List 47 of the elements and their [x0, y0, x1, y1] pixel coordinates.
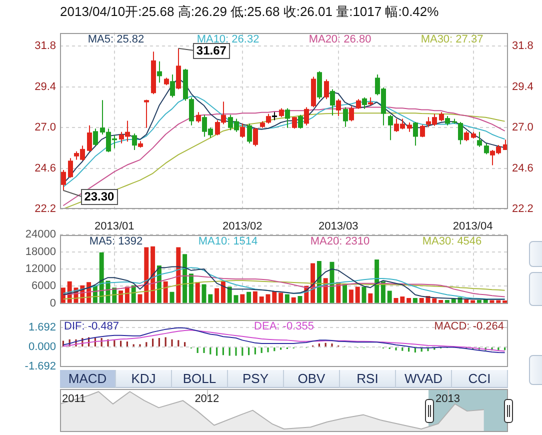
tab: PSY — [228, 370, 284, 388]
y2-tick-label: 24.6 — [512, 162, 534, 174]
text: MA20: 2310 — [310, 236, 370, 248]
series-label: DEA: -0.355 — [254, 320, 314, 333]
x-tick-label: 2013/01 — [94, 220, 134, 233]
tab: OBV — [284, 370, 340, 388]
x-tick-label: 2013 — [436, 393, 460, 406]
x-tick-label: 2013/04 — [452, 220, 493, 233]
y-tick-label: 12000 — [25, 263, 56, 276]
y2-tick-label: 31.8 — [512, 40, 534, 52]
tab: BOLL — [172, 370, 228, 388]
y-tick-label: 0.000 — [28, 341, 56, 354]
tab: WVAD — [396, 370, 452, 388]
text: MA20: 26.80 — [308, 34, 372, 46]
series-label: MACD: -0.264 — [434, 320, 504, 333]
y-tick-label: 0 — [50, 297, 56, 310]
y2-tick-label: 27.0 — [512, 122, 534, 134]
y-tick-label: 22.2 — [34, 203, 56, 216]
y-tick-label: 31.8 — [34, 40, 56, 52]
text: MA30: 27.37 — [420, 34, 484, 46]
text: MA30: 4546 — [422, 236, 482, 248]
text: MA5: 1392 — [89, 236, 143, 248]
y-tick-label: 6000 — [32, 280, 56, 292]
tab: KDJ — [116, 370, 172, 388]
y-tick-label: 27.0 — [34, 122, 56, 134]
y-tick-label: 1.692 — [28, 322, 56, 334]
y-tick-label: 24.6 — [34, 162, 56, 174]
y2-tick-label: 29.4 — [512, 80, 534, 93]
y-tick-label: 18000 — [25, 246, 56, 258]
x-tick-label: 2013/03 — [318, 220, 358, 233]
y-tick-label: -1.692 — [24, 360, 56, 372]
y-tick-label: 29.4 — [34, 80, 56, 93]
series-label: DIF: -0.487 — [64, 320, 120, 333]
x-tick-label: 2012 — [194, 393, 220, 406]
x-tick-label: 2013/02 — [222, 220, 262, 233]
text: MA10: 26.32 — [196, 34, 260, 46]
tab: MACD — [60, 370, 116, 388]
tab: CCI — [452, 370, 508, 388]
annotation: 31.67 — [196, 44, 227, 58]
y-tick-label: 24000 — [25, 228, 56, 241]
y2-tick-label: 22.2 — [512, 203, 534, 216]
chart-title: 2013/04/10开:25.68 高:26.29 低:25.68 收:26.01 量:1017 幅:0.42% — [59, 3, 440, 21]
text: MA5: 25.82 — [88, 34, 144, 46]
tab: RSI — [340, 370, 396, 388]
annotation: 23.30 — [84, 190, 115, 204]
x-tick-label: 2011 — [62, 393, 86, 406]
series-label: MA10: 1514 — [198, 236, 258, 248]
